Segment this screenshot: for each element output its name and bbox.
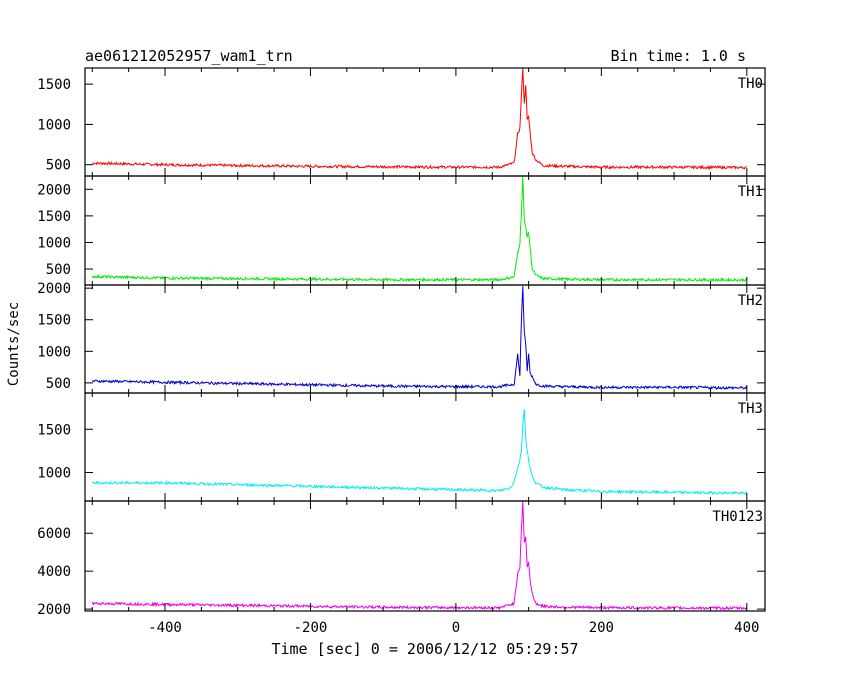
y-tick-label: 1500	[37, 313, 71, 329]
y-tick-label: 2000	[37, 281, 71, 297]
x-tick-label: -200	[294, 620, 328, 636]
panel-label-th1: TH1	[738, 184, 763, 200]
y-tick-label: 1000	[37, 117, 71, 133]
x-tick-label: -400	[148, 620, 182, 636]
panel-frame-th2	[84, 284, 766, 394]
y-tick-label: 1000	[37, 344, 71, 360]
series-line-th0123	[91, 500, 748, 611]
x-tick-label: 400	[734, 620, 759, 636]
series-line-th0	[92, 67, 747, 171]
chart-subtitle: Bin time: 1.0 s	[611, 47, 746, 65]
y-tick-label: 500	[46, 158, 71, 174]
chart-title: ae061212052957_wam1_trn	[85, 47, 293, 65]
y-tick-label: 1500	[37, 422, 71, 438]
x-tick-label: 0	[452, 620, 460, 636]
panel-frame-th0	[84, 67, 766, 177]
y-tick-label: 1000	[37, 465, 71, 481]
panel-frame-th1	[84, 175, 766, 286]
panel-label-th0123: TH0123	[712, 509, 763, 525]
y-tick-label: 2000	[37, 602, 71, 618]
y-tick-label: 6000	[37, 526, 71, 542]
x-tick-label: 200	[589, 620, 614, 636]
y-tick-label: 1500	[37, 77, 71, 93]
y-tick-label: 500	[46, 376, 71, 392]
panel-label-th0: TH0	[738, 76, 763, 92]
series-line-th3	[91, 408, 748, 496]
y-tick-label: 1000	[37, 235, 71, 251]
series-line-th2	[91, 286, 748, 391]
panel-frame-th0123	[84, 500, 766, 612]
y-tick-label: 4000	[37, 564, 71, 580]
y-axis-label: Counts/sec	[6, 302, 22, 386]
series-line-th1	[91, 175, 748, 283]
y-tick-label: 500	[46, 262, 71, 278]
x-axis-label: Time [sec] 0 = 2006/12/12 05:29:57	[271, 640, 578, 658]
y-tick-label: 1500	[37, 209, 71, 225]
panel-label-th3: TH3	[738, 401, 763, 417]
panel-label-th2: TH2	[738, 293, 763, 309]
y-tick-label: 2000	[37, 182, 71, 198]
